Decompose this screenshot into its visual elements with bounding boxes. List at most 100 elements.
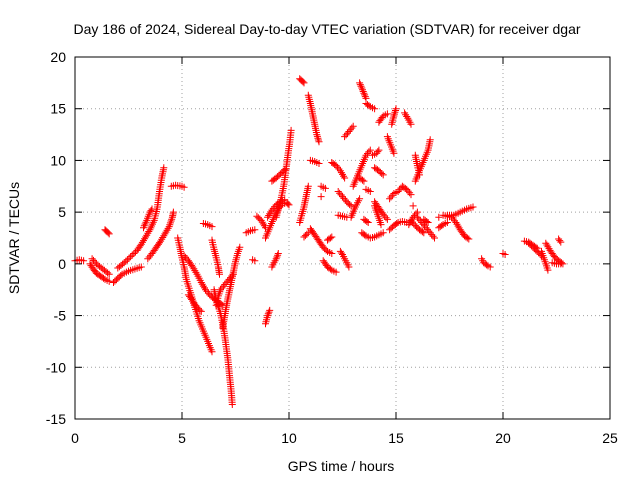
series-segment-t67 (435, 219, 451, 232)
data-point (394, 188, 402, 195)
data-point (299, 78, 307, 86)
series-segment-t66 (420, 215, 432, 226)
data-point (334, 163, 341, 171)
data-point (340, 172, 348, 180)
data-point (435, 213, 443, 221)
data-point (198, 280, 206, 288)
data-point (169, 208, 177, 216)
data-point (392, 105, 400, 113)
x-tick-label: 5 (178, 430, 186, 446)
data-point (304, 182, 312, 190)
data-point (383, 110, 391, 118)
data-point (313, 131, 321, 139)
data-point (326, 234, 334, 242)
y-tick-label: 15 (50, 101, 66, 117)
data-point (125, 254, 133, 262)
x-tick-label: 20 (495, 430, 511, 446)
data-point (127, 253, 135, 261)
data-point (404, 187, 412, 195)
data-point (266, 210, 274, 218)
data-point (251, 226, 259, 234)
series-segment-t3 (88, 255, 113, 278)
data-point (128, 251, 136, 259)
series-segment-t29 (296, 182, 312, 226)
data-point (180, 252, 188, 260)
data-point (265, 308, 273, 316)
y-tick-label: 20 (50, 49, 66, 65)
data-point (424, 219, 432, 226)
data-point (190, 265, 198, 273)
data-point (264, 213, 272, 221)
data-point (259, 220, 267, 228)
data-point (408, 218, 416, 226)
series-segment-t46 (358, 229, 387, 242)
series-segment-t39 (336, 247, 353, 271)
data-point (140, 237, 147, 245)
data-point (379, 229, 387, 237)
data-point (208, 223, 216, 231)
data-point (258, 218, 266, 226)
series-segment-t30 (300, 229, 312, 241)
data-point (452, 219, 460, 226)
series-segment-t70 (443, 203, 477, 219)
data-point (393, 220, 401, 227)
series-segment-t25 (272, 126, 295, 221)
series-segment-t6 (114, 164, 168, 272)
data-point (141, 235, 149, 243)
data-point (228, 272, 236, 280)
data-point (227, 274, 234, 282)
data-point (341, 174, 349, 182)
series-segment-t38 (334, 188, 355, 210)
series-segment-t57 (386, 182, 415, 203)
data-point (236, 243, 244, 251)
data-point (454, 222, 462, 230)
series-segment-t32 (306, 225, 336, 257)
data-point (137, 263, 145, 271)
data-point (105, 230, 113, 238)
data-point (366, 188, 374, 195)
series-segment-t54 (375, 110, 391, 126)
data-point (130, 250, 138, 257)
data-point (147, 207, 155, 215)
series-segment-t26 (264, 196, 289, 221)
series-segment-t4 (101, 226, 113, 238)
data-point (406, 189, 414, 197)
data-point (419, 220, 427, 228)
series-segment-t34 (317, 193, 325, 201)
series-segment-t62 (409, 202, 417, 210)
series-segment-t52 (371, 202, 385, 229)
series-segment-t7 (140, 205, 156, 232)
data-point (336, 167, 344, 175)
data-point (180, 183, 188, 191)
series-segment-t23 (268, 250, 282, 271)
data-point (557, 260, 565, 268)
series-segment-t31 (306, 156, 323, 167)
data-point (142, 233, 150, 241)
data-point (346, 201, 354, 209)
data-point (358, 84, 366, 92)
data-point (412, 210, 420, 218)
series-segment-t68 (435, 213, 443, 221)
data-point (345, 263, 353, 271)
data-point (221, 281, 229, 288)
data-point (377, 221, 385, 229)
data-point (229, 270, 237, 278)
data-point (383, 215, 391, 223)
data-point (137, 240, 145, 248)
data-point (303, 230, 311, 238)
data-point (216, 270, 223, 278)
data-point (453, 220, 461, 228)
data-point (423, 218, 431, 225)
data-point (228, 401, 236, 408)
data-point (251, 257, 259, 265)
data-point (361, 231, 369, 239)
data-point (402, 111, 410, 119)
data-point (359, 176, 366, 184)
data-point (379, 171, 387, 179)
data-point (160, 232, 168, 240)
axis-ticks: 0 5 10 15 20 25 -15 -10 -5 0 5 10 15 20 (46, 49, 618, 446)
series-segment-t21 (262, 306, 274, 328)
data-point (105, 270, 113, 278)
data-point (556, 237, 564, 245)
